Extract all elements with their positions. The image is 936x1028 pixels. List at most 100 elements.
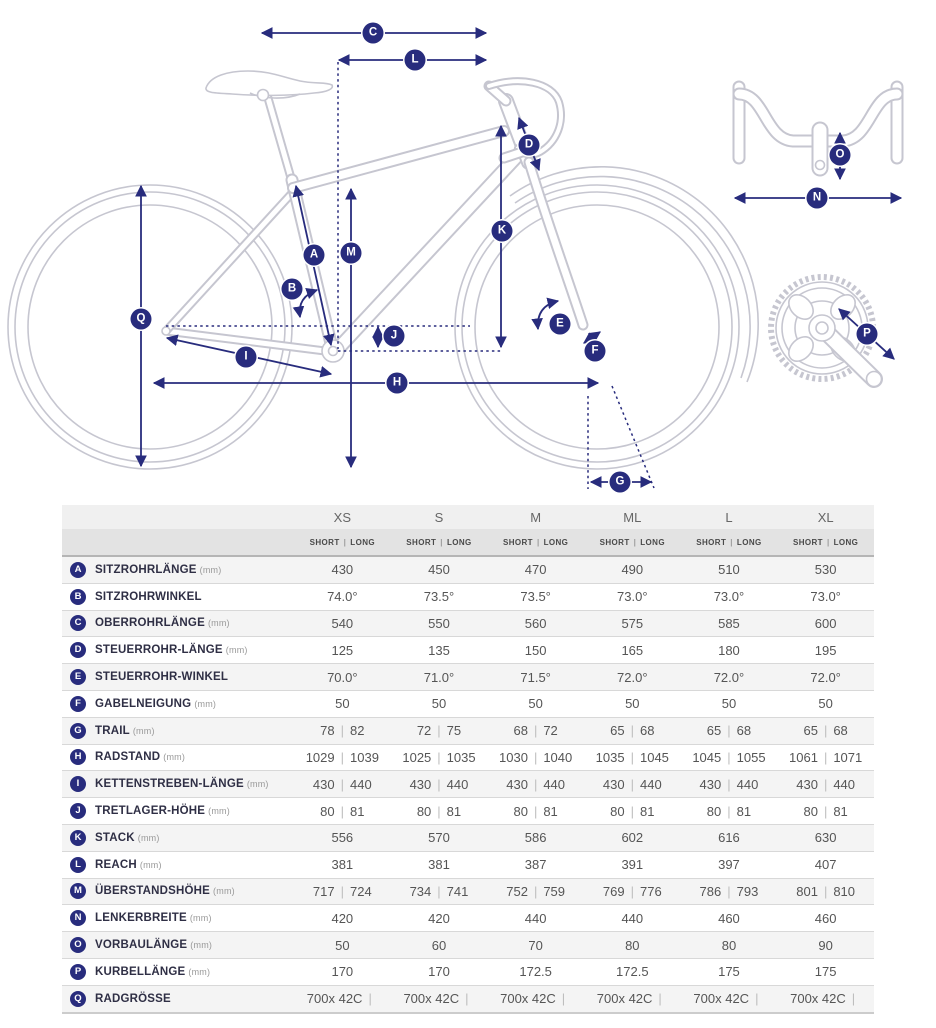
value-cell: 172.5 [583, 957, 681, 986]
geometry-row-a: A SITZROHRLÄNGE (mm) 430 450 470 490 510 530 [62, 555, 874, 584]
value-cell: 73.5° [390, 582, 488, 611]
value-cell: 65 | 68 [583, 716, 681, 745]
size-header-xs: XS [294, 505, 391, 529]
row-label: OBERROHRLÄNGE (mm) [95, 617, 230, 630]
geometry-row-i: I KETTENSTREBEN-LÄNGE (mm) 430 | 440 430 | 440 43… [62, 770, 874, 798]
value-cell: 170 [390, 957, 488, 986]
row-label-cell-a: A SITZROHRLÄNGE (mm) [62, 555, 294, 584]
row-badge-g: G [70, 722, 86, 739]
value-cell: 381 [390, 850, 488, 879]
value-cell: 1045 | 1055 [680, 743, 778, 771]
row-label-cell-b: B SITZROHRWINKEL [62, 582, 294, 611]
value-cell: 172.5 [487, 957, 584, 986]
value-cell: 387 [487, 850, 584, 879]
row-label-cell-q: Q RADGRÖSSE [62, 984, 294, 1014]
handlebar-top-view [732, 80, 904, 177]
row-unit: (mm) [246, 779, 269, 790]
geometry-row-k: K STACK (mm) 556 570 586 602 616 630 [62, 823, 874, 852]
value-cell: 430 | 440 [487, 770, 584, 798]
value-cell: 50 [583, 689, 681, 718]
value-cell: 381 [294, 850, 391, 879]
value-cell: 50 [487, 689, 584, 718]
row-badge-c: C [70, 615, 86, 632]
diagram-badge-a: A [303, 244, 325, 266]
row-label: KURBELLÄNGE (mm) [95, 965, 211, 978]
front-fender [509, 166, 759, 383]
geometry-row-h: H RADSTAND (mm) 1029 | 1039 1025 | 1035 1030 | 1040… [62, 743, 874, 771]
row-unit: (mm) [194, 698, 217, 709]
row-unit: (mm) [213, 886, 235, 897]
value-cell: 786 | 793 [680, 877, 778, 905]
short-long-header-l: SHORT | LONG [680, 529, 778, 557]
value-cell: 50 [680, 689, 778, 718]
value-cell: 630 [777, 823, 874, 852]
diagram-badge-m: M [340, 242, 362, 264]
geometry-row-g: G TRAIL (mm) 78 | 82 72 | 75 68 | 72 65 | 68 65 | 68 65 | 68 [62, 716, 874, 745]
size-header-ml: ML [583, 505, 681, 529]
value-cell: 72.0° [777, 663, 874, 691]
row-badge-e: E [70, 669, 86, 686]
value-cell: 570 [390, 823, 488, 852]
value-cell: 73.0° [680, 582, 778, 611]
value-cell: 90 [777, 931, 874, 959]
diagram-badge-k: K [491, 220, 513, 242]
row-label: TRETLAGER-HÖHE (mm) [95, 805, 230, 818]
value-cell: 72 | 75 [390, 716, 488, 745]
row-label: ÜBERSTANDSHÖHE (mm) [95, 885, 235, 898]
row-badge-a: A [70, 561, 86, 578]
value-cell: 700x 42C | [294, 984, 391, 1014]
value-cell: 550 [390, 609, 488, 637]
short-long-header-row: SHORT | LONG SHORT | LONG SHORT | LONG SHORT | LONG… [62, 529, 874, 557]
value-cell: 73.0° [777, 582, 874, 611]
value-cell: 50 [777, 689, 874, 718]
row-unit: (mm) [225, 645, 248, 656]
value-cell: 430 | 440 [390, 770, 488, 798]
rear-wheel [7, 184, 293, 470]
row-label: RADSTAND (mm) [95, 751, 186, 764]
steering-axis-line [611, 385, 655, 489]
row-badge-n: N [70, 910, 86, 927]
value-cell: 1025 | 1035 [390, 743, 488, 771]
value-cell: 50 [390, 689, 488, 718]
diagram-badge-j: J [383, 325, 405, 347]
value-cell: 440 [487, 904, 584, 932]
geometry-row-n: N LENKERBREITE (mm) 420 420 440 440 460 460 [62, 904, 874, 932]
row-label-cell-i: I KETTENSTREBEN-LÄNGE (mm) [62, 770, 294, 798]
value-cell: 440 [583, 904, 681, 932]
row-label: RADGRÖSSE [95, 992, 171, 1005]
value-cell: 460 [680, 904, 778, 932]
value-cell: 80 [680, 931, 778, 959]
value-cell: 420 [390, 904, 488, 932]
value-cell: 700x 42C | [390, 984, 488, 1014]
value-cell: 734 | 741 [390, 877, 488, 905]
value-cell: 430 | 440 [777, 770, 874, 798]
value-cell: 407 [777, 850, 874, 879]
value-cell: 70.0° [294, 663, 391, 691]
value-cell: 391 [583, 850, 681, 879]
row-label: SITZROHRLÄNGE (mm) [95, 563, 222, 576]
geometry-row-b: B SITZROHRWINKEL 74.0° 73.5° 73.5° 73.0° 73.0°… [62, 582, 874, 611]
value-cell: 80 | 81 [583, 797, 681, 825]
value-cell: 1030 | 1040 [487, 743, 584, 771]
value-cell: 460 [777, 904, 874, 932]
size-header-l: L [680, 505, 778, 529]
row-unit: (mm) [199, 564, 222, 575]
diagram-badge-c: C [362, 22, 384, 44]
diagram-badge-n: N [806, 187, 828, 209]
geometry-row-q: Q RADGRÖSSE 700x 42C | 700x 42C | 700x 42C | 700… [62, 984, 874, 1014]
value-cell: 78 | 82 [294, 716, 391, 745]
value-cell: 1029 | 1039 [294, 743, 391, 771]
diagram-badge-i: I [235, 346, 257, 368]
value-cell: 125 [294, 636, 391, 664]
row-badge-h: H [70, 749, 86, 766]
value-cell: 397 [680, 850, 778, 879]
value-cell: 585 [680, 609, 778, 637]
value-cell: 700x 42C | [680, 984, 778, 1014]
value-cell: 450 [390, 555, 488, 584]
value-cell: 70 [487, 931, 584, 959]
value-cell: 717 | 724 [294, 877, 391, 905]
row-label-cell-e: E STEUERROHR-WINKEL [62, 663, 294, 691]
arrow-fork-offset-F [583, 331, 601, 344]
